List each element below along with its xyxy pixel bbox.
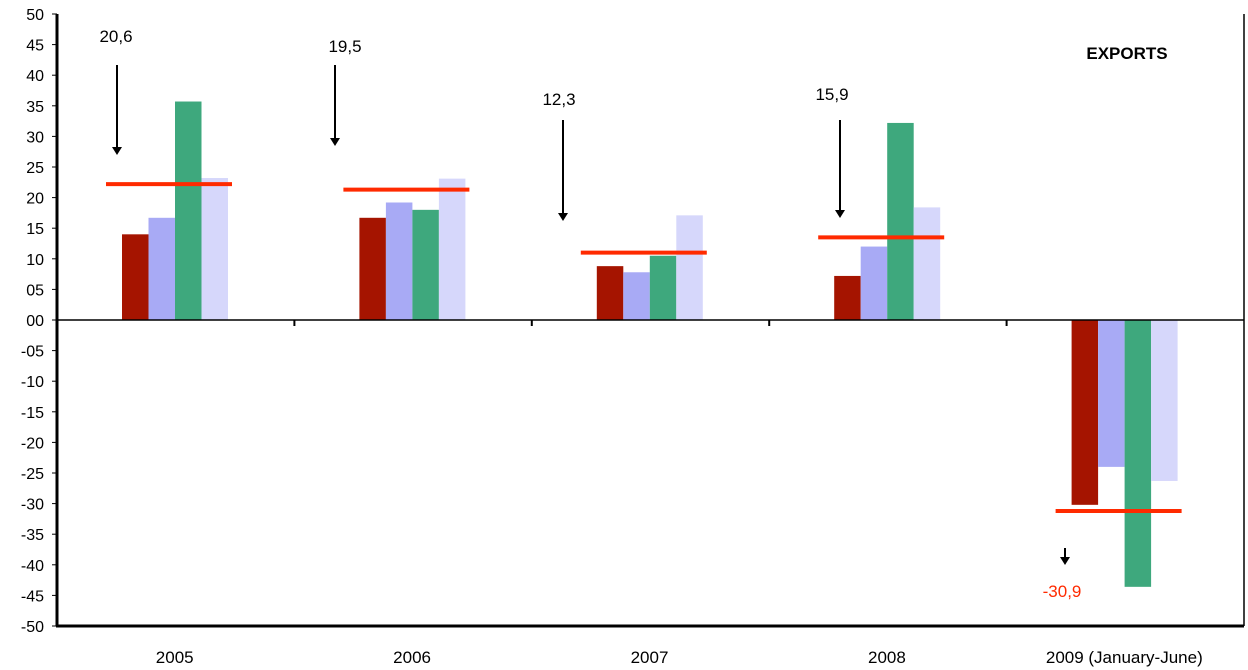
bar bbox=[887, 122, 914, 320]
annotation-arrowhead bbox=[558, 213, 568, 221]
bar bbox=[412, 209, 439, 320]
bar bbox=[1151, 320, 1178, 481]
bar bbox=[359, 217, 386, 320]
bar bbox=[623, 272, 650, 320]
y-tick-label: 50 bbox=[26, 7, 44, 24]
x-tick-label: 2007 bbox=[631, 648, 669, 667]
y-axis: 50 45 40 35 30 25 20 15 10 05 00 -05 -10 -15 -20 -25 -30… bbox=[21, 7, 57, 636]
bar bbox=[676, 215, 703, 320]
bar bbox=[860, 246, 888, 320]
annotation-label: -30,9 bbox=[1043, 582, 1082, 601]
y-tick-label: 05 bbox=[26, 282, 44, 299]
x-tick-label: 2005 bbox=[156, 648, 194, 667]
annotation-arrowhead bbox=[1060, 557, 1070, 565]
annotation-arrowhead bbox=[835, 210, 845, 218]
annotation-label: 12,3 bbox=[542, 90, 575, 109]
annotation-arrowhead bbox=[330, 138, 340, 146]
chart-title: EXPORTS bbox=[1086, 44, 1167, 63]
annotation-arrows: 20,6 19,5 12,3 15,9 -30,9 bbox=[99, 27, 1081, 601]
y-tick-label: -25 bbox=[21, 466, 44, 483]
y-tick-label: -20 bbox=[21, 435, 44, 452]
bar bbox=[1098, 320, 1125, 467]
bar bbox=[438, 178, 466, 320]
y-tick-label: -15 bbox=[21, 405, 44, 422]
annotation-label: 19,5 bbox=[328, 37, 361, 56]
average-lines bbox=[106, 182, 1182, 513]
annotation-label: 15,9 bbox=[815, 85, 848, 104]
x-tick-label: 2006 bbox=[393, 648, 431, 667]
x-tick-label: 2008 bbox=[868, 648, 906, 667]
y-tick-label: -40 bbox=[21, 558, 44, 575]
bar bbox=[1124, 320, 1152, 587]
bar bbox=[148, 217, 175, 320]
y-tick-label: -50 bbox=[21, 619, 44, 636]
y-tick-label: 35 bbox=[26, 99, 44, 116]
bar bbox=[596, 266, 624, 320]
y-tick-label: 20 bbox=[26, 191, 44, 208]
x-axis: 2005 2006 2007 2008 2009 (January-June) bbox=[156, 320, 1203, 667]
y-tick-label: 10 bbox=[26, 252, 44, 269]
y-tick-label: -10 bbox=[21, 374, 44, 391]
bars bbox=[122, 101, 1178, 587]
bar bbox=[1071, 320, 1099, 505]
y-tick-label: -35 bbox=[21, 527, 44, 544]
y-tick-label: -30 bbox=[21, 497, 44, 514]
y-tick-label: 45 bbox=[26, 38, 44, 55]
bar bbox=[175, 101, 202, 321]
y-tick-label: 40 bbox=[26, 68, 44, 85]
y-tick-label: -45 bbox=[21, 588, 44, 605]
y-tick-label: 30 bbox=[26, 129, 44, 146]
bar bbox=[385, 202, 413, 320]
bar bbox=[649, 255, 677, 320]
bar bbox=[913, 207, 941, 320]
annotation-arrowhead bbox=[112, 147, 122, 155]
y-tick-label: -05 bbox=[21, 344, 44, 361]
bar bbox=[834, 275, 861, 320]
x-tick-label: 2009 (January-June) bbox=[1046, 648, 1203, 667]
bar bbox=[201, 178, 228, 320]
plot-frame bbox=[55, 14, 1245, 628]
y-tick-label: 25 bbox=[26, 160, 44, 177]
y-tick-label: 15 bbox=[26, 221, 44, 238]
annotation-label: 20,6 bbox=[99, 27, 132, 46]
bar bbox=[122, 234, 149, 320]
y-tick-label: 00 bbox=[26, 313, 44, 330]
